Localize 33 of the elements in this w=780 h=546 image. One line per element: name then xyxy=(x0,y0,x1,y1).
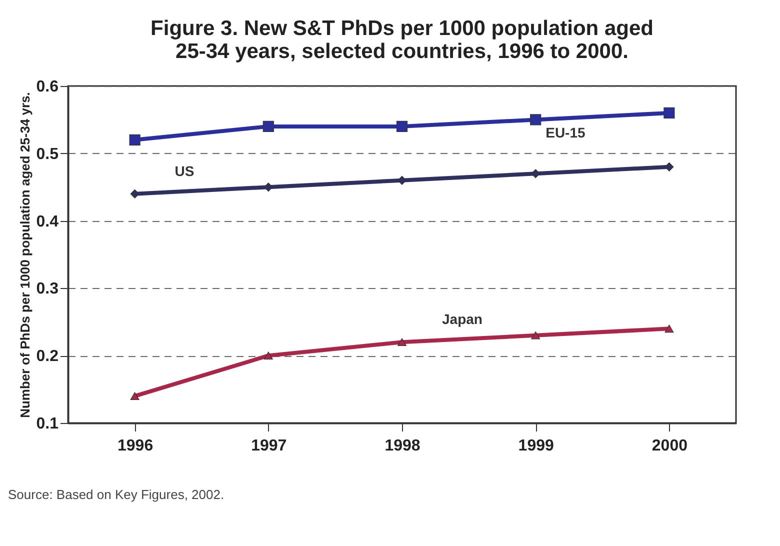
point xyxy=(262,120,274,132)
x-tick-label: 2000 xyxy=(652,438,688,454)
point xyxy=(530,114,542,126)
series-label: EU-15 xyxy=(546,124,586,141)
text: 25-34 years, selected countries, 1996 to 2000. xyxy=(176,40,628,63)
point xyxy=(130,189,140,198)
y-tick-label: 0.1 xyxy=(36,416,59,432)
x-tick-label: 1999 xyxy=(518,438,554,454)
series-label: Japan xyxy=(442,311,482,328)
y-tick-label: 0.3 xyxy=(36,280,59,298)
point xyxy=(664,324,674,333)
point xyxy=(130,392,140,400)
y-axis-title: Number of PhDs per 1000 population aged 25-34 yrs. xyxy=(17,92,32,418)
point xyxy=(398,338,406,346)
x-tick-label: 1997 xyxy=(251,438,287,454)
x-tick-label: 1996 xyxy=(118,438,154,454)
y-tick-label: 0.5 xyxy=(36,146,59,163)
point xyxy=(531,331,540,340)
point xyxy=(398,176,406,185)
point xyxy=(531,169,540,178)
source-note: Source: Based on Key Figures, 2002. xyxy=(8,487,224,502)
y-tick-label: 0.2 xyxy=(36,348,59,366)
point xyxy=(396,120,408,132)
point xyxy=(664,107,675,119)
point xyxy=(664,162,674,172)
point xyxy=(129,134,140,146)
point xyxy=(264,352,273,360)
text: Figure 3. New S&T PhDs per 1000 population aged xyxy=(150,17,654,40)
y-tick-label: 0.6 xyxy=(36,78,59,96)
series-label: US xyxy=(174,162,194,179)
x-tick-label: 1998 xyxy=(384,438,420,454)
point xyxy=(264,182,273,192)
y-tick-label: 0.4 xyxy=(36,213,59,230)
